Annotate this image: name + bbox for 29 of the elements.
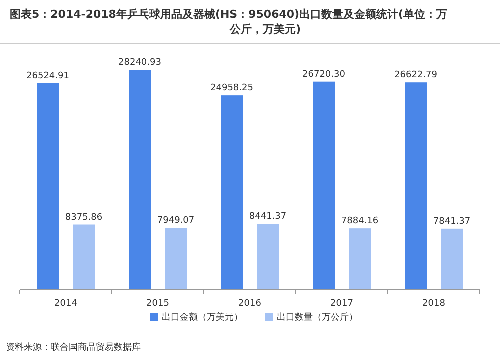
data-label: 7949.07	[157, 216, 195, 226]
x-tick-label: 2015	[146, 299, 170, 309]
data-label: 26720.30	[302, 70, 346, 80]
bar	[221, 96, 243, 290]
data-label: 26622.79	[394, 70, 438, 81]
data-label: 24958.25	[210, 84, 254, 94]
text: 资料来源：联合国商品贸易数据库	[6, 342, 141, 353]
bar	[405, 82, 427, 290]
data-label: 7841.37	[433, 216, 471, 227]
legend-label: 出口金额（万美元）	[162, 312, 243, 323]
data-label: 26524.91	[26, 71, 70, 82]
data-label: 8441.37	[249, 212, 287, 222]
data-label: 8375.86	[65, 212, 103, 223]
bar	[37, 83, 59, 290]
x-tick-label: 2018	[422, 299, 446, 309]
chart-title: 图表5：2014-2018年乒乓球用品及器械(HS：950640)出口数量及金额统计(单位：万公斤，万美元)	[10, 8, 448, 36]
bar	[349, 228, 371, 290]
bar	[313, 82, 335, 290]
data-label: 28240.93	[118, 58, 162, 68]
bar	[441, 228, 463, 290]
bar	[73, 224, 95, 290]
x-tick-label: 2014	[54, 299, 78, 309]
bar	[257, 224, 279, 290]
data-label: 7884.16	[341, 216, 379, 227]
bar	[129, 70, 151, 290]
legend-label: 出口数量（万公斤）	[277, 312, 358, 323]
x-tick-label: 2016	[238, 299, 262, 309]
x-tick-label: 2017	[330, 299, 354, 309]
bar	[165, 228, 187, 290]
